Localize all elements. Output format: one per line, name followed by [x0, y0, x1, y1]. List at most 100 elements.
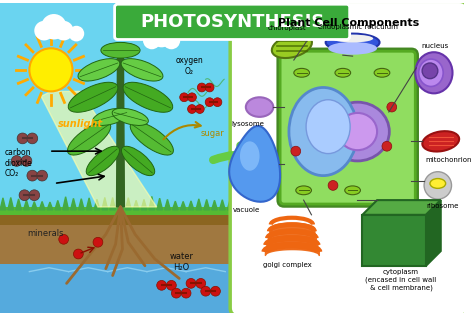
- Ellipse shape: [430, 179, 446, 188]
- Ellipse shape: [272, 35, 312, 58]
- Ellipse shape: [92, 108, 129, 125]
- Circle shape: [157, 280, 166, 290]
- Circle shape: [387, 102, 397, 112]
- Ellipse shape: [294, 68, 310, 77]
- Polygon shape: [211, 198, 218, 210]
- Circle shape: [345, 31, 360, 46]
- Circle shape: [422, 63, 438, 79]
- Circle shape: [41, 14, 67, 40]
- Text: vacuole: vacuole: [233, 207, 260, 213]
- Circle shape: [328, 180, 338, 190]
- Circle shape: [27, 170, 38, 181]
- Circle shape: [210, 286, 220, 296]
- Polygon shape: [141, 197, 147, 210]
- Text: minerals: minerals: [27, 229, 64, 238]
- Polygon shape: [173, 199, 178, 210]
- Ellipse shape: [130, 122, 173, 155]
- Polygon shape: [227, 202, 233, 210]
- Circle shape: [69, 26, 84, 41]
- Bar: [363, 215, 426, 266]
- Ellipse shape: [374, 68, 390, 77]
- Polygon shape: [164, 201, 171, 210]
- Polygon shape: [94, 199, 100, 210]
- Polygon shape: [102, 202, 108, 210]
- Ellipse shape: [326, 102, 389, 161]
- Ellipse shape: [86, 146, 119, 176]
- Polygon shape: [117, 50, 124, 207]
- Bar: [0, 3, 232, 313]
- Text: lysosome: lysosome: [231, 121, 264, 127]
- Circle shape: [195, 105, 204, 113]
- Circle shape: [213, 98, 222, 106]
- Polygon shape: [363, 200, 441, 215]
- Ellipse shape: [246, 97, 273, 117]
- Polygon shape: [8, 196, 14, 210]
- Polygon shape: [55, 199, 61, 210]
- Ellipse shape: [67, 122, 111, 155]
- Circle shape: [166, 280, 176, 290]
- Circle shape: [197, 83, 206, 92]
- Circle shape: [36, 170, 47, 181]
- Text: oxygen
O₂: oxygen O₂: [175, 56, 203, 76]
- Text: chloroplast: chloroplast: [268, 25, 306, 31]
- Text: endoplasmic reticulum: endoplasmic reticulum: [318, 24, 397, 30]
- Polygon shape: [71, 200, 76, 210]
- Circle shape: [372, 19, 392, 39]
- Polygon shape: [188, 198, 194, 210]
- Polygon shape: [426, 200, 441, 266]
- Bar: [232, 3, 464, 313]
- Ellipse shape: [101, 42, 140, 58]
- Text: golgi complex: golgi complex: [263, 262, 311, 268]
- Text: mitochonrion: mitochonrion: [425, 157, 472, 163]
- FancyBboxPatch shape: [230, 1, 467, 316]
- Text: nucleus: nucleus: [421, 43, 448, 49]
- Ellipse shape: [415, 52, 453, 93]
- Text: Plant Cell Components: Plant Cell Components: [278, 18, 419, 28]
- Polygon shape: [109, 199, 116, 210]
- Bar: [0, 210, 232, 313]
- Circle shape: [27, 133, 38, 144]
- Ellipse shape: [123, 82, 173, 112]
- Polygon shape: [240, 141, 260, 171]
- Polygon shape: [133, 200, 139, 210]
- Circle shape: [54, 21, 73, 40]
- Polygon shape: [149, 198, 155, 210]
- Text: PHOTOSYNTHESIS: PHOTOSYNTHESIS: [140, 13, 324, 31]
- Circle shape: [29, 48, 73, 91]
- Circle shape: [150, 24, 173, 47]
- Circle shape: [394, 19, 413, 39]
- Polygon shape: [41, 91, 157, 207]
- Bar: [0, 210, 232, 225]
- FancyBboxPatch shape: [280, 51, 415, 204]
- Circle shape: [196, 278, 206, 288]
- Polygon shape: [39, 198, 45, 210]
- Polygon shape: [204, 199, 210, 210]
- Polygon shape: [16, 201, 21, 210]
- Polygon shape: [196, 196, 202, 210]
- Text: sugar: sugar: [201, 130, 225, 138]
- Ellipse shape: [326, 33, 380, 51]
- Circle shape: [186, 278, 196, 288]
- Ellipse shape: [422, 131, 459, 152]
- Circle shape: [21, 155, 32, 166]
- Polygon shape: [78, 197, 84, 210]
- Polygon shape: [63, 196, 69, 210]
- Ellipse shape: [335, 68, 351, 77]
- Circle shape: [73, 249, 83, 259]
- Polygon shape: [86, 197, 92, 210]
- Polygon shape: [229, 126, 280, 202]
- Polygon shape: [157, 201, 163, 210]
- Circle shape: [29, 190, 40, 201]
- Ellipse shape: [345, 186, 360, 195]
- Polygon shape: [219, 199, 225, 210]
- Bar: [0, 207, 232, 215]
- Polygon shape: [125, 199, 131, 210]
- Ellipse shape: [306, 100, 350, 154]
- Polygon shape: [180, 197, 186, 210]
- Circle shape: [291, 146, 301, 156]
- Circle shape: [172, 288, 181, 298]
- Circle shape: [379, 11, 404, 37]
- Circle shape: [19, 190, 30, 201]
- Ellipse shape: [78, 59, 120, 81]
- Circle shape: [163, 32, 180, 49]
